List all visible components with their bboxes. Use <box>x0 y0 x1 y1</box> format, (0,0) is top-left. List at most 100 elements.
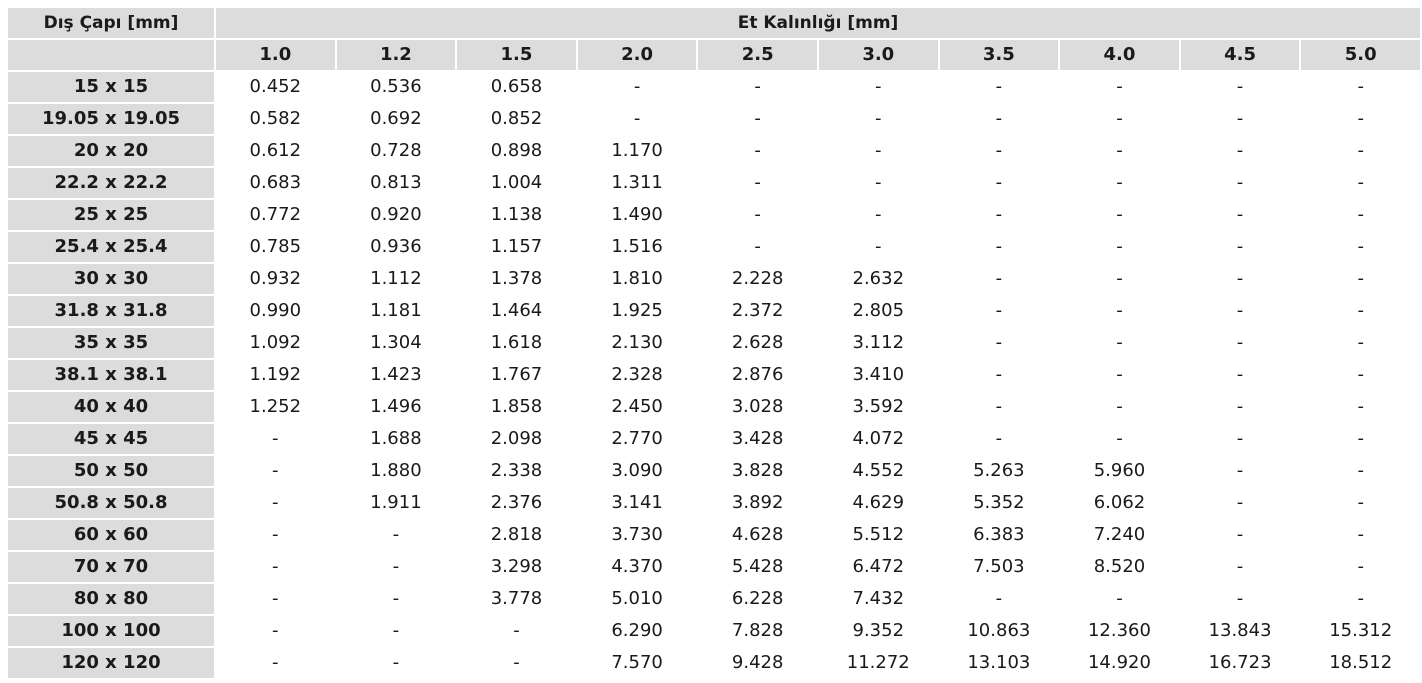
weight-cell: - <box>937 198 1061 232</box>
row-size-label: 45 x 45 <box>6 422 216 456</box>
weight-cell: 2.376 <box>455 486 578 520</box>
thickness-header-cell: 1.0 <box>214 38 337 72</box>
row-size-label: 50.8 x 50.8 <box>6 486 216 520</box>
weight-cell: 3.828 <box>696 454 819 488</box>
weight-cell: 2.805 <box>816 294 940 328</box>
weight-cell: - <box>937 422 1061 456</box>
weight-cell: 1.516 <box>575 230 699 264</box>
thickness-header-cell: 1.5 <box>455 38 578 72</box>
weight-cell: - <box>214 518 337 552</box>
weight-cell: - <box>1178 230 1302 264</box>
weight-cell: - <box>1299 294 1422 328</box>
table-row: 50 x 50-1.880 2.338 3.090 3.828 4.552 5.263 5.… <box>6 454 1422 488</box>
weight-cell: - <box>1058 102 1181 136</box>
thickness-header-cell: 3.0 <box>816 38 940 72</box>
weight-cell: 9.428 <box>696 646 819 680</box>
weight-cell: 7.240 <box>1058 518 1181 552</box>
table-row: 80 x 80- -3.778 5.010 6.228 7.432- - - - <box>6 582 1422 616</box>
weight-cell: 1.138 <box>455 198 578 232</box>
weight-cell: 6.062 <box>1058 486 1181 520</box>
weight-cell: 0.658 <box>455 70 578 104</box>
header-row-group: Dış Çapı [mm] Et Kalınlığı [mm] <box>6 6 1422 40</box>
weight-cell: - <box>575 70 699 104</box>
weight-cell: 1.157 <box>455 230 578 264</box>
weight-cell: - <box>1178 102 1302 136</box>
table-row: 100 x 100- - -6.290 7.828 9.352 10.863 12.360 1… <box>6 614 1422 648</box>
row-size-label: 22.2 x 22.2 <box>6 166 216 200</box>
weight-cell: - <box>1058 390 1181 424</box>
weight-cell: 1.181 <box>334 294 458 328</box>
weight-cell: - <box>214 486 337 520</box>
weight-cell: - <box>696 134 819 168</box>
weight-cell: 1.004 <box>455 166 578 200</box>
weight-cell: 0.990 <box>214 294 337 328</box>
wall-thickness-header: Et Kalınlığı [mm] <box>213 6 1422 40</box>
weight-cell: 5.352 <box>937 486 1061 520</box>
weight-cell: 4.370 <box>575 550 699 584</box>
weight-cell: 13.103 <box>937 646 1061 680</box>
row-size-label: 70 x 70 <box>6 550 216 584</box>
weight-cell: 2.130 <box>575 326 699 360</box>
weight-cell: 3.410 <box>816 358 940 392</box>
table-row: 20 x 20 0.612 0.728 0.898 1.170- - - - - - <box>6 134 1422 168</box>
weight-cell: 3.428 <box>696 422 819 456</box>
thickness-header-cell: 4.0 <box>1058 38 1181 72</box>
weight-cell: - <box>937 134 1061 168</box>
weight-cell: 5.512 <box>816 518 940 552</box>
weight-cell: 7.570 <box>575 646 699 680</box>
weight-cell: - <box>1178 486 1302 520</box>
weight-cell: - <box>1178 390 1302 424</box>
weight-cell: 12.360 <box>1058 614 1181 648</box>
table-row: 38.1 x 38.1 1.192 1.423 1.767 2.328 2.876 3.41… <box>6 358 1422 392</box>
weight-cell: - <box>696 166 819 200</box>
weight-cell: 1.311 <box>575 166 699 200</box>
weight-cell: - <box>1058 294 1181 328</box>
row-size-label: 35 x 35 <box>6 326 216 360</box>
weight-cell: 1.496 <box>334 390 458 424</box>
weight-cell: - <box>1299 230 1422 264</box>
thickness-header-cell: 4.5 <box>1178 38 1302 72</box>
weight-cell: 11.272 <box>816 646 940 680</box>
weight-cell: - <box>696 198 819 232</box>
table-row: 22.2 x 22.2 0.683 0.813 1.004 1.311- - - - - - <box>6 166 1422 200</box>
weight-cell: - <box>1058 166 1181 200</box>
thickness-header-cell: 2.0 <box>575 38 699 72</box>
header-corner-blank <box>6 38 216 72</box>
weight-cell: - <box>214 646 337 680</box>
weight-cell: - <box>1299 326 1422 360</box>
table-row: 19.05 x 19.05 0.582 0.692 0.852- - - - - - - <box>6 102 1422 136</box>
weight-cell: 0.852 <box>455 102 578 136</box>
weight-cell: 4.552 <box>816 454 940 488</box>
weight-cell: - <box>937 262 1061 296</box>
weight-cell: 1.092 <box>214 326 337 360</box>
weight-cell: 0.813 <box>334 166 458 200</box>
table-row: 50.8 x 50.8-1.911 2.376 3.141 3.892 4.629 5.3… <box>6 486 1422 520</box>
weight-cell: - <box>1178 518 1302 552</box>
weight-cell: - <box>1058 358 1181 392</box>
weight-cell: 16.723 <box>1178 646 1302 680</box>
weight-cell: - <box>1299 518 1422 552</box>
weight-cell: - <box>334 582 458 616</box>
weight-cell: - <box>1299 582 1422 616</box>
weight-cell: 15.312 <box>1299 614 1422 648</box>
weight-cell: 1.252 <box>214 390 337 424</box>
weight-cell: 1.192 <box>214 358 337 392</box>
row-size-label: 25 x 25 <box>6 198 216 232</box>
weight-cell: 3.112 <box>816 326 940 360</box>
weight-cell: - <box>214 550 337 584</box>
weight-cell: 5.428 <box>696 550 819 584</box>
outer-diameter-header: Dış Çapı [mm] <box>6 6 216 40</box>
weight-cell: 6.383 <box>937 518 1061 552</box>
weight-cell: - <box>1299 70 1422 104</box>
header-row-thickness: 1.0 1.2 1.5 2.0 2.5 3.0 3.5 4.0 4.5 5.0 <box>6 38 1422 72</box>
weight-cell: - <box>1058 326 1181 360</box>
weight-cell: - <box>816 70 940 104</box>
weight-cell: 2.632 <box>816 262 940 296</box>
weight-cell: 1.304 <box>334 326 458 360</box>
weight-cell: 3.141 <box>575 486 699 520</box>
table-row: 25.4 x 25.4 0.785 0.936 1.157 1.516- - - - - - <box>6 230 1422 264</box>
weight-cell: - <box>1178 198 1302 232</box>
weight-cell: 1.378 <box>455 262 578 296</box>
weight-cell: - <box>1178 70 1302 104</box>
weight-cell: - <box>575 102 699 136</box>
